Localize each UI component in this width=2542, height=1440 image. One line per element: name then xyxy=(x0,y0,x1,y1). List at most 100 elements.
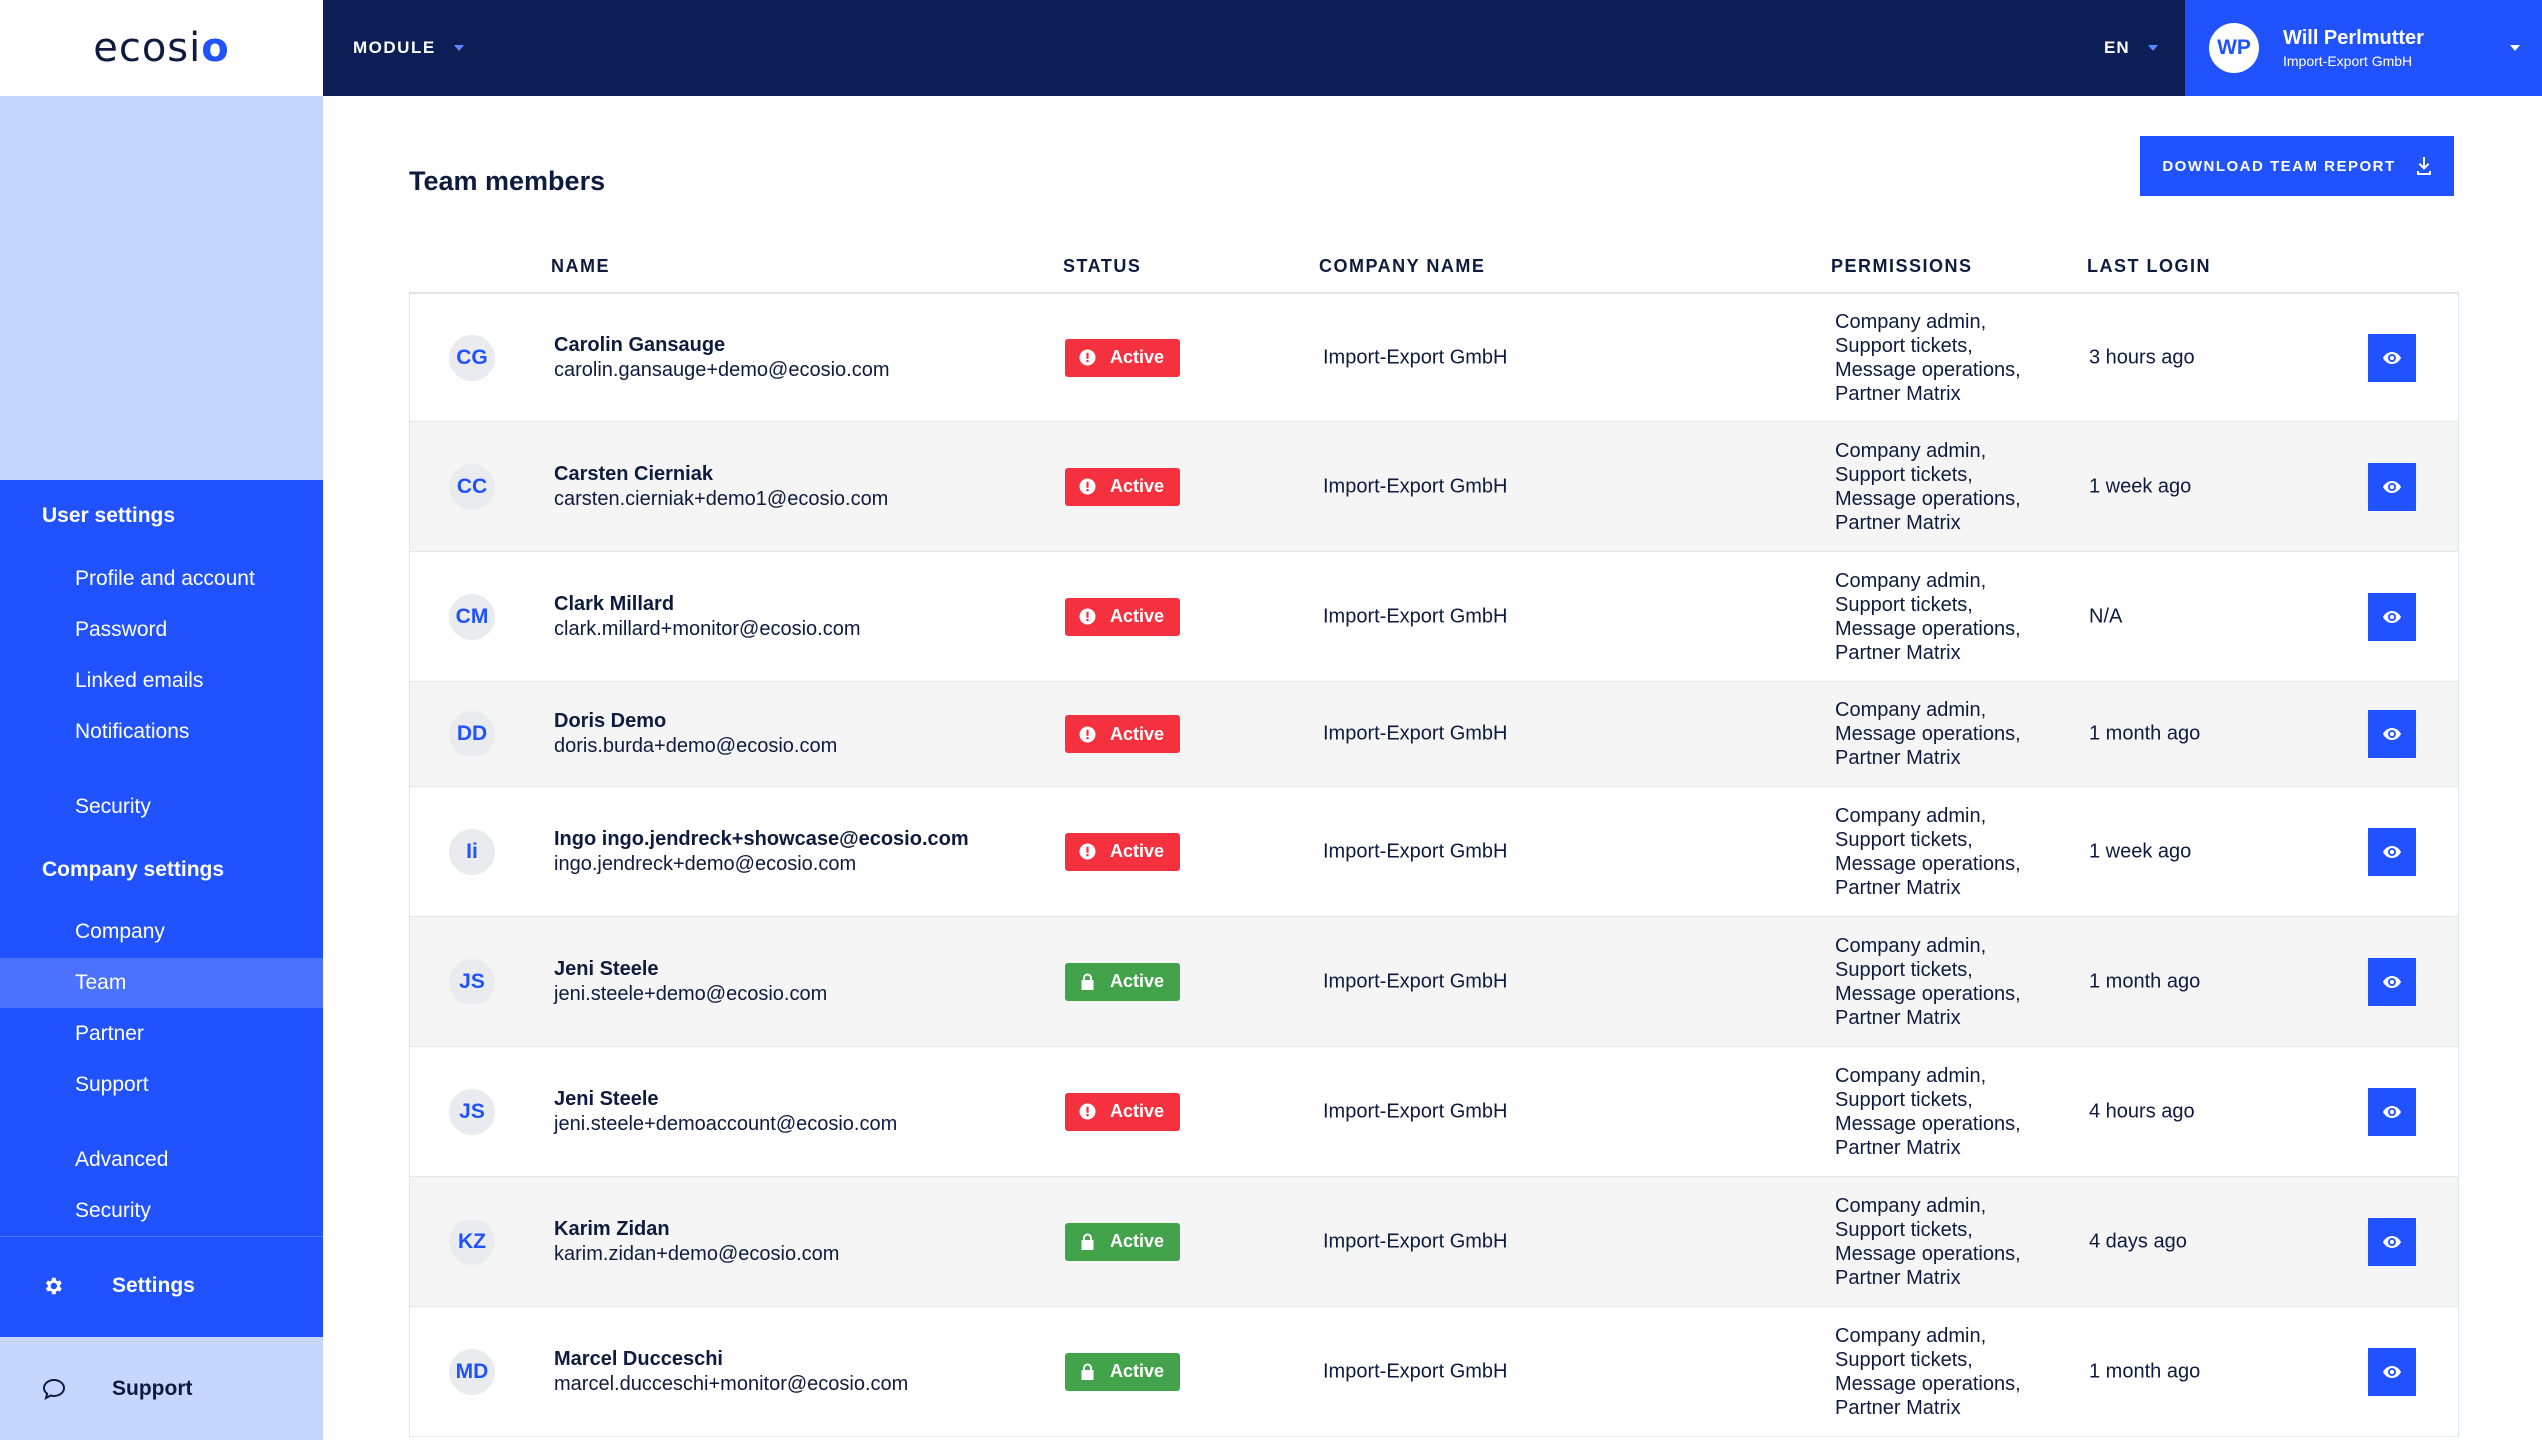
avatar: KZ xyxy=(449,1218,495,1265)
member-name: Carsten Cierniak xyxy=(554,462,713,485)
sidebar-settings-button[interactable]: Settings xyxy=(0,1236,323,1336)
table-row[interactable]: DD Doris Demo doris.burda+demo@ecosio.com A… xyxy=(410,682,2458,787)
sidebar-item-linked-emails[interactable]: Linked emails xyxy=(75,669,204,692)
column-header-permissions[interactable]: PERMISSIONS xyxy=(1831,256,1973,276)
view-member-button[interactable] xyxy=(2368,592,2416,641)
module-dropdown[interactable]: MODULE xyxy=(353,0,464,96)
member-name: Clark Millard xyxy=(554,592,675,615)
column-header-status[interactable]: STATUS xyxy=(1063,256,1142,276)
member-name: Jeni Steele xyxy=(554,1087,659,1110)
permission-item: Company admin, xyxy=(1835,310,1987,333)
language-label: EN xyxy=(2104,38,2130,57)
permissions-list: Company admin, Support tickets, Message op… xyxy=(1835,1194,2021,1290)
last-login: 4 hours ago xyxy=(2089,1100,2195,1122)
top-bar: MODULE EN WP Will Perlmutter Import-Expo… xyxy=(323,0,2542,96)
permissions-list: Company admin, Support tickets, Message op… xyxy=(1835,934,2021,1030)
table-row[interactable]: KZ Karim Zidan karim.zidan+demo@ecosio.com… xyxy=(410,1177,2458,1307)
view-member-button[interactable] xyxy=(2368,957,2416,1006)
view-member-button[interactable] xyxy=(2368,1217,2416,1266)
permission-item: Company admin, xyxy=(1835,804,1987,827)
eye-icon xyxy=(2383,975,2401,988)
permissions-list: Company admin, Support tickets, Message op… xyxy=(1835,1324,2021,1420)
sidebar-item-user-security[interactable]: Security xyxy=(75,795,151,818)
member-name: Marcel Ducceschi xyxy=(554,1347,723,1370)
eye-icon xyxy=(2383,480,2401,493)
permission-item: Partner Matrix xyxy=(1835,382,1961,405)
member-name-cell: Karim Zidan karim.zidan+demo@ecosio.com xyxy=(554,1218,839,1266)
last-login: 1 month ago xyxy=(2089,1360,2201,1382)
permissions-list: Company admin, Support tickets, Message op… xyxy=(1835,439,2021,535)
member-email: marcel.ducceschi+monitor@ecosio.com xyxy=(554,1372,909,1395)
company-name: Import-Export GmbH xyxy=(1323,1360,1508,1382)
view-member-button[interactable] xyxy=(2368,462,2416,511)
last-login: N/A xyxy=(2089,605,2123,627)
view-member-button[interactable] xyxy=(2368,827,2416,876)
sidebar-item-team[interactable]: Team xyxy=(0,958,323,1008)
section-title-company-settings: Company settings xyxy=(42,858,225,881)
avatar: DD xyxy=(449,711,495,757)
chevron-down-icon xyxy=(453,45,464,51)
sidebar-item-company-security[interactable]: Security xyxy=(75,1199,151,1222)
sidebar-item-advanced[interactable]: Advanced xyxy=(75,1148,169,1171)
column-header-last-login[interactable]: LAST LOGIN xyxy=(2087,256,2211,276)
language-dropdown[interactable]: EN xyxy=(2104,0,2158,96)
sidebar-item-notifications[interactable]: Notifications xyxy=(75,720,190,743)
table-row[interactable]: JS Jeni Steele jeni.steele+demoaccount@eco… xyxy=(410,1047,2458,1177)
alert-circle-icon xyxy=(1079,843,1096,860)
permissions-list: Company admin, Support tickets, Message op… xyxy=(1835,1064,2021,1160)
table-row[interactable]: CC Carsten Cierniak carsten.cierniak+demo1… xyxy=(410,422,2458,552)
view-member-button[interactable] xyxy=(2368,333,2416,382)
status-badge: Active xyxy=(1065,1222,1181,1261)
avatar: MD xyxy=(449,1348,495,1395)
sidebar-item-partner[interactable]: Partner xyxy=(75,1022,144,1045)
view-member-button[interactable] xyxy=(2368,1087,2416,1136)
company-name: Import-Export GmbH xyxy=(1323,1100,1508,1122)
table-row[interactable]: CM Clark Millard clark.millard+monitor@eco… xyxy=(410,552,2458,682)
sidebar-item-profile[interactable]: Profile and account xyxy=(75,567,255,590)
view-member-button[interactable] xyxy=(2368,710,2416,758)
member-name: Karim Zidan xyxy=(554,1217,670,1240)
status-label: Active xyxy=(1110,1231,1165,1251)
permission-item: Support tickets, xyxy=(1835,593,1973,616)
user-menu[interactable]: WP Will Perlmutter Import-Export GmbH xyxy=(2185,0,2542,96)
permission-item: Support tickets, xyxy=(1835,463,1973,486)
permissions-list: Company admin, Support tickets, Message op… xyxy=(1835,569,2021,665)
avatar: JS xyxy=(449,958,495,1005)
view-member-button[interactable] xyxy=(2368,1347,2416,1396)
download-team-report-button[interactable]: DOWNLOAD TEAM REPORT xyxy=(2140,136,2454,196)
table-row[interactable]: JS Jeni Steele jeni.steele+demo@ecosio.com… xyxy=(410,917,2458,1047)
page-title: Team members xyxy=(409,166,606,196)
avatar: CG xyxy=(449,334,495,381)
sidebar: ecosio User settings Profile and account… xyxy=(0,0,323,1440)
member-name: Ingo ingo.jendreck+showcase@ecosio.com xyxy=(554,827,969,850)
permission-item: Partner Matrix xyxy=(1835,1006,1961,1029)
status-badge: Active xyxy=(1065,962,1181,1001)
sidebar-item-company[interactable]: Company xyxy=(75,920,165,943)
column-header-name[interactable]: NAME xyxy=(551,256,610,276)
status-badge: Active xyxy=(1065,715,1181,753)
table-row[interactable]: MD Marcel Ducceschi marcel.ducceschi+monit… xyxy=(410,1307,2458,1437)
module-label: MODULE xyxy=(353,38,436,57)
status-badge: Active xyxy=(1065,338,1181,377)
sidebar-item-support[interactable]: Support xyxy=(75,1073,149,1096)
sidebar-support-button[interactable]: Support xyxy=(0,1337,323,1440)
table-row[interactable]: CG Carolin Gansauge carolin.gansauge+demo@… xyxy=(410,294,2458,422)
gear-icon xyxy=(42,1275,64,1297)
last-login: 1 week ago xyxy=(2089,475,2192,497)
permission-item: Support tickets, xyxy=(1835,828,1973,851)
table-row[interactable]: Ii Ingo ingo.jendreck+showcase@ecosio.com… xyxy=(410,787,2458,917)
status-label: Active xyxy=(1110,606,1165,626)
column-header-company[interactable]: COMPANY NAME xyxy=(1319,256,1486,276)
sidebar-item-password[interactable]: Password xyxy=(75,618,168,641)
company-name: Import-Export GmbH xyxy=(1323,605,1508,627)
permission-item: Partner Matrix xyxy=(1835,1136,1961,1159)
sidebar-spacer xyxy=(0,96,323,480)
permission-item: Message operations, xyxy=(1835,1372,2021,1395)
permission-item: Company admin, xyxy=(1835,699,1987,721)
logo-area[interactable]: ecosio xyxy=(0,0,323,96)
permission-item: Support tickets, xyxy=(1835,334,1973,357)
user-name: Will Perlmutter xyxy=(2283,27,2424,49)
alert-circle-icon xyxy=(1079,349,1096,366)
permission-item: Support tickets, xyxy=(1835,1088,1973,1111)
permission-item: Partner Matrix xyxy=(1835,1396,1961,1419)
